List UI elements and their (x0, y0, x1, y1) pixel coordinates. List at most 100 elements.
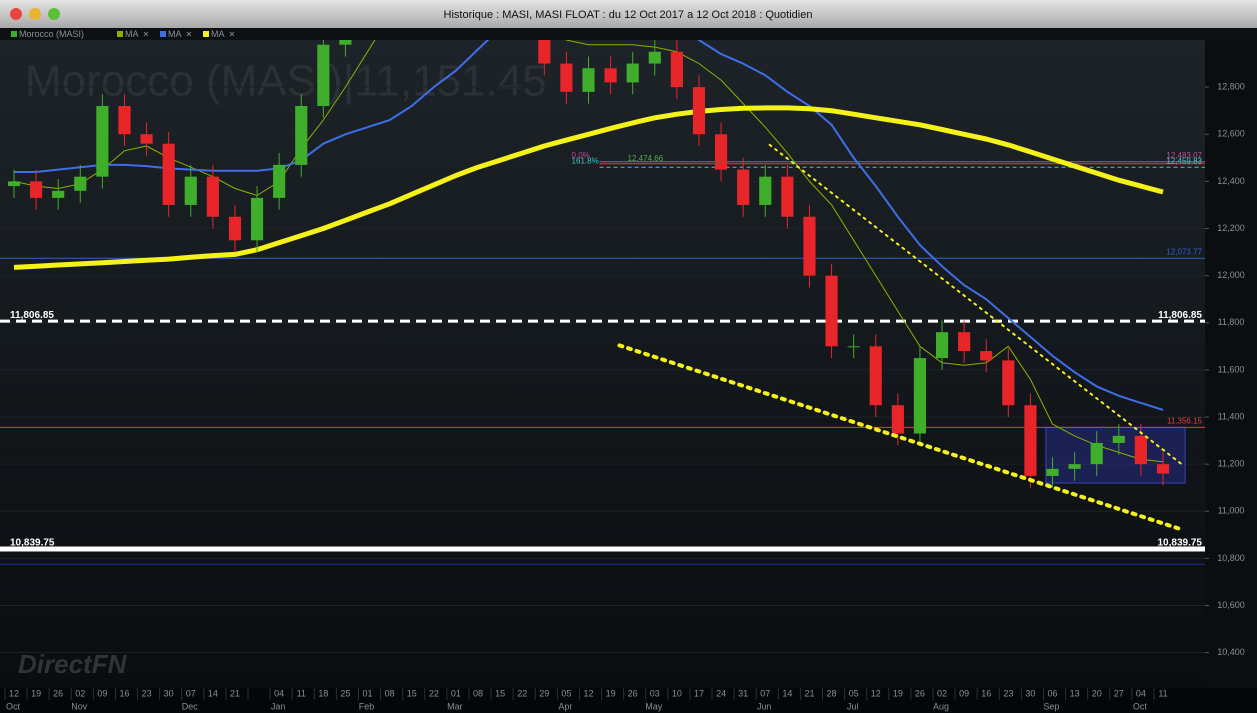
x-tick-label: 13 (1070, 688, 1080, 698)
x-tick-label: 07 (186, 688, 196, 698)
candle-body (228, 216, 242, 241)
level-label: 11,806.85 (1158, 310, 1202, 321)
x-tick-label: 12 (871, 688, 881, 698)
candle-body (1134, 435, 1147, 465)
y-tick-label: 12,400 (1217, 176, 1245, 186)
x-tick-label: 06 (1048, 688, 1058, 698)
month-label: Feb (359, 701, 375, 711)
candle-body (1156, 464, 1170, 474)
level-label: 10,839.75 (1158, 538, 1203, 549)
x-tick-label: 04 (1136, 688, 1146, 698)
y-tick-label: 12,800 (1217, 82, 1245, 92)
x-tick-label: 23 (1003, 688, 1013, 698)
legend-swatch (160, 31, 166, 37)
month-label: Oct (1133, 701, 1148, 711)
candle-body (52, 190, 65, 198)
candle-body (980, 351, 993, 361)
x-tick-label: 26 (628, 688, 638, 698)
moving-average (13, 40, 1164, 463)
legend-bar (0, 28, 1257, 40)
level-left-label: 0.0% (572, 151, 590, 160)
x-tick-label: 26 (53, 688, 63, 698)
candle-body (184, 176, 197, 205)
candle-body (250, 197, 264, 241)
candle-body (1046, 468, 1059, 476)
legend-label: MA (211, 29, 225, 39)
x-tick-label: 19 (606, 688, 616, 698)
x-tick-label: 22 (517, 688, 527, 698)
legend-close-icon[interactable] (186, 31, 192, 37)
legend-close-icon[interactable] (143, 31, 149, 37)
x-tick-label: 15 (495, 688, 505, 698)
y-tick-label: 11,000 (1218, 506, 1245, 516)
y-tick-label: 12,000 (1217, 270, 1245, 280)
x-tick-label: 16 (119, 688, 129, 698)
candle-body (1090, 442, 1103, 465)
minimize-button[interactable] (29, 8, 41, 20)
x-tick-label: 08 (385, 688, 395, 698)
window-title: Historique : MASI, MASI FLOAT : du 12 Oc… (444, 9, 813, 21)
month-label: Apr (558, 701, 572, 711)
candle-body (7, 181, 21, 187)
x-tick-label: 30 (1025, 688, 1035, 698)
candle-body (1002, 360, 1015, 406)
x-tick-label: 16 (981, 688, 991, 698)
maximize-button[interactable] (48, 8, 60, 20)
x-tick-label: 25 (340, 688, 350, 698)
y-tick-label: 10,400 (1217, 647, 1245, 657)
candle-body (958, 332, 971, 352)
candle-body (692, 87, 706, 135)
candle-body (781, 176, 794, 217)
x-tick-label: 14 (208, 688, 218, 698)
month-label: Mar (447, 701, 463, 711)
x-tick-label: 29 (539, 688, 549, 698)
x-tick-label: 07 (760, 688, 770, 698)
x-tick-label: 03 (650, 688, 660, 698)
legend-label: MA (168, 29, 182, 39)
y-axis-area (1205, 40, 1257, 688)
y-tick-label: 12,600 (1217, 129, 1245, 139)
x-tick-label: 11 (1158, 688, 1167, 698)
y-tick-label: 11,800 (1218, 317, 1245, 327)
level-label: 12,073.77 (1166, 247, 1202, 256)
month-label: Sep (1044, 701, 1060, 711)
month-label: Jun (757, 701, 772, 711)
candle-body (74, 176, 87, 191)
month-label: Dec (182, 701, 199, 711)
month-label: Jul (847, 701, 859, 711)
level-mid-label: 12,474.66 (628, 154, 664, 163)
candle-body (1112, 435, 1125, 443)
zone-box (1045, 426, 1186, 484)
x-tick-label: 09 (97, 688, 107, 698)
legend-close-icon[interactable] (229, 31, 235, 37)
x-tick-label: 31 (738, 688, 748, 698)
x-tick-label: 10 (672, 688, 682, 698)
x-tick-label: 24 (716, 688, 726, 698)
legend-label: Morocco (MASI) (19, 29, 84, 39)
trendline (617, 343, 1181, 531)
candle-body (715, 134, 728, 170)
candle-body (670, 51, 683, 88)
candle-body (273, 164, 286, 198)
candle-body (626, 63, 639, 83)
candle-body (317, 44, 330, 106)
level-left-label: 161.8% (572, 156, 599, 165)
close-button[interactable] (10, 8, 22, 20)
x-tick-label: 15 (407, 688, 417, 698)
y-tick-label: 10,600 (1217, 600, 1245, 610)
x-tick-label: 05 (561, 688, 571, 698)
candle-body (869, 346, 882, 406)
month-label: May (645, 701, 663, 711)
candle-body (825, 275, 838, 347)
candle-body (737, 169, 750, 205)
x-tick-label: 19 (31, 688, 41, 698)
x-tick-label: 19 (893, 688, 903, 698)
y-tick-label: 12,200 (1217, 223, 1245, 233)
x-tick-label: 02 (937, 688, 947, 698)
x-tick-label: 08 (473, 688, 483, 698)
month-label: Jan (271, 701, 286, 711)
candle-body (96, 105, 109, 177)
title-bar (0, 0, 1257, 28)
x-tick-label: 20 (1092, 688, 1102, 698)
